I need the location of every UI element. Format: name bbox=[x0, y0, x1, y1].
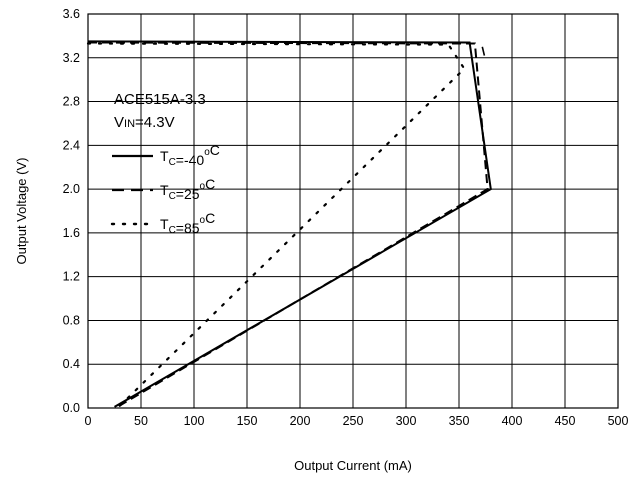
plot-frame bbox=[87, 13, 619, 409]
legend-label: TC=85oC bbox=[160, 210, 215, 236]
chart-annotation: ACE515A-3.3 VIN=4.3V bbox=[114, 91, 206, 131]
y-axis: 0.0 0.4 0.8 1.2 1.6 2.0 2.4 2.8 3.2 3.6 bbox=[63, 7, 80, 415]
y-tick-label: 3.6 bbox=[63, 7, 80, 21]
y-tick-label: 1.6 bbox=[63, 226, 80, 240]
annotation-part-number: ACE515A-3.3 bbox=[114, 91, 206, 108]
legend-label: TC=-40oC bbox=[160, 142, 220, 168]
grid bbox=[88, 14, 618, 408]
x-axis-title: Output Current (mA) bbox=[294, 458, 412, 473]
y-tick-label: 0.4 bbox=[63, 357, 80, 371]
x-tick-label: 100 bbox=[184, 414, 205, 428]
x-axis: 0 50 100 150 200 250 300 350 400 450 500 bbox=[85, 414, 629, 428]
x-tick-label: 200 bbox=[290, 414, 311, 428]
y-tick-label: 1.2 bbox=[63, 270, 80, 284]
legend: TC=-40oC TC=25oC TC=85oC bbox=[110, 142, 220, 236]
series-layer bbox=[86, 40, 492, 409]
vin-symbol: V bbox=[114, 114, 124, 131]
x-tick-label: 0 bbox=[85, 414, 92, 428]
x-tick-label: 50 bbox=[134, 414, 148, 428]
vin-value: =4.3V bbox=[135, 114, 175, 131]
x-tick-label: 250 bbox=[343, 414, 364, 428]
x-tick-label: 300 bbox=[396, 414, 417, 428]
annotation-input-voltage: VIN=4.3V bbox=[114, 114, 175, 131]
legend-label: TC=25oC bbox=[160, 176, 215, 202]
series-line-dashed bbox=[87, 41, 489, 409]
y-tick-label: 2.8 bbox=[63, 95, 80, 109]
series-mark bbox=[481, 46, 486, 56]
y-axis-title: Output Voltage (V) bbox=[14, 158, 29, 265]
x-tick-label: 450 bbox=[555, 414, 576, 428]
x-tick-label: 350 bbox=[449, 414, 470, 428]
x-tick-label: 150 bbox=[237, 414, 258, 428]
y-tick-label: 0.0 bbox=[63, 401, 80, 415]
y-tick-label: 2.0 bbox=[63, 182, 80, 196]
y-tick-label: 2.4 bbox=[63, 138, 80, 152]
vin-subscript: IN bbox=[124, 118, 135, 130]
y-tick-label: 0.8 bbox=[63, 313, 80, 327]
y-tick-label: 3.2 bbox=[63, 51, 80, 65]
x-tick-label: 500 bbox=[608, 414, 629, 428]
x-tick-label: 400 bbox=[502, 414, 523, 428]
series-line-dotted bbox=[86, 42, 466, 407]
